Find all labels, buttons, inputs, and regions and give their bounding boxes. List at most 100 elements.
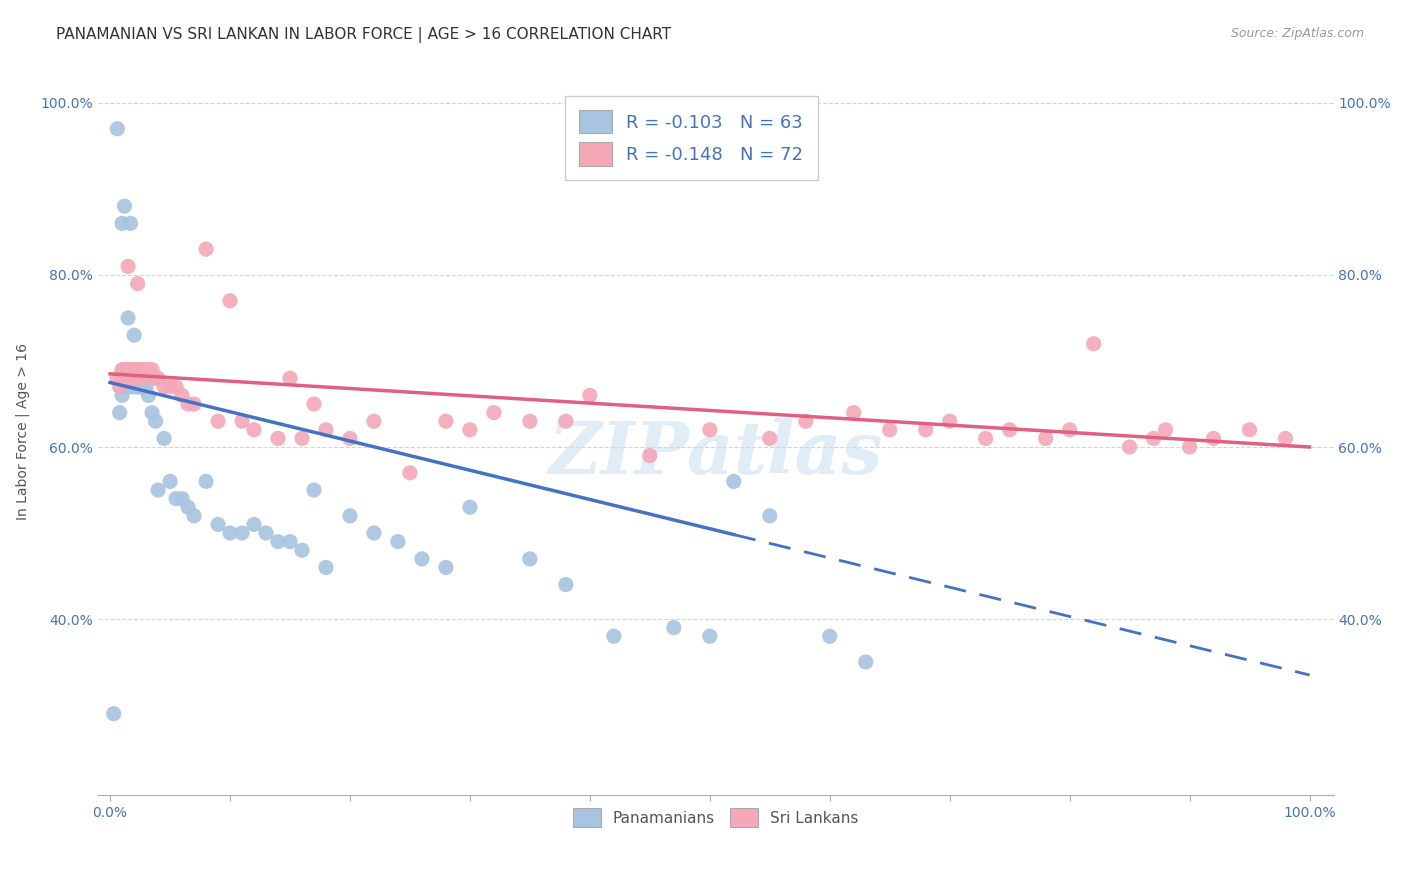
Point (363, 526, 385, 541)
Point (122, 380, 145, 394)
Point (122, 362, 145, 376)
Point (128, 371, 150, 385)
Point (758, 508, 780, 523)
Point (399, 466, 422, 480)
Point (118, 362, 141, 376)
Point (231, 414, 253, 428)
Point (315, 423, 337, 437)
Point (207, 414, 229, 428)
Point (603, 629, 626, 643)
Point (638, 449, 661, 463)
Point (146, 371, 169, 385)
Point (120, 362, 142, 376)
Point (122, 371, 145, 385)
Point (579, 388, 602, 402)
Point (141, 406, 163, 420)
Point (105, 371, 128, 385)
Point (105, 121, 128, 136)
Point (855, 655, 877, 669)
Point (125, 371, 148, 385)
Point (129, 362, 152, 376)
Point (411, 551, 433, 566)
Point (699, 423, 721, 437)
Point (519, 414, 541, 428)
Point (117, 260, 139, 274)
Point (146, 483, 169, 497)
Point (165, 491, 187, 506)
Point (434, 560, 457, 574)
Point (115, 380, 138, 394)
Point (135, 380, 157, 394)
Point (291, 543, 314, 558)
Point (818, 629, 841, 643)
Point (103, 706, 125, 721)
Point (121, 362, 143, 376)
Point (723, 475, 745, 489)
Point (128, 380, 150, 394)
Point (267, 431, 290, 445)
Point (458, 500, 481, 515)
Point (114, 371, 136, 385)
Point (177, 500, 200, 515)
Point (1035, 431, 1057, 445)
Text: Source: ZipAtlas.com: Source: ZipAtlas.com (1230, 27, 1364, 40)
Point (998, 423, 1021, 437)
Point (291, 431, 314, 445)
Point (131, 371, 153, 385)
Point (302, 483, 325, 497)
Point (111, 362, 134, 376)
Point (115, 362, 138, 376)
Point (1118, 440, 1140, 454)
Point (699, 629, 721, 643)
Point (254, 526, 277, 541)
Point (458, 423, 481, 437)
Point (339, 508, 361, 523)
Point (165, 380, 187, 394)
Point (219, 526, 242, 541)
Point (132, 362, 155, 376)
Point (122, 362, 145, 376)
Point (122, 328, 145, 343)
Point (117, 310, 139, 325)
Point (125, 380, 148, 394)
Point (315, 560, 337, 574)
Point (114, 371, 136, 385)
Point (114, 362, 136, 376)
Point (278, 534, 301, 549)
Point (120, 216, 142, 230)
Point (170, 388, 193, 402)
Point (219, 293, 242, 308)
Point (339, 431, 361, 445)
Point (278, 371, 301, 385)
Point (145, 414, 167, 428)
Point (183, 508, 205, 523)
Point (170, 491, 193, 506)
Point (879, 423, 901, 437)
Point (302, 397, 325, 411)
Point (554, 414, 576, 428)
Point (434, 414, 457, 428)
Point (482, 406, 505, 420)
Point (121, 371, 143, 385)
Point (1202, 431, 1225, 445)
Point (141, 362, 163, 376)
Legend: Panamanians, Sri Lankans: Panamanians, Sri Lankans (565, 800, 866, 835)
Point (974, 431, 997, 445)
Point (207, 517, 229, 532)
Point (145, 371, 167, 385)
Point (363, 414, 385, 428)
Point (111, 388, 134, 402)
Point (231, 526, 253, 541)
Point (1083, 336, 1105, 351)
Point (127, 362, 149, 376)
Point (124, 362, 146, 376)
Point (183, 397, 205, 411)
Point (108, 380, 131, 394)
Point (243, 517, 266, 532)
Point (519, 551, 541, 566)
Point (132, 380, 155, 394)
Point (125, 362, 148, 376)
Text: PANAMANIAN VS SRI LANKAN IN LABOR FORCE | AGE > 16 CORRELATION CHART: PANAMANIAN VS SRI LANKAN IN LABOR FORCE … (56, 27, 672, 43)
Point (1274, 431, 1296, 445)
Point (135, 362, 157, 376)
